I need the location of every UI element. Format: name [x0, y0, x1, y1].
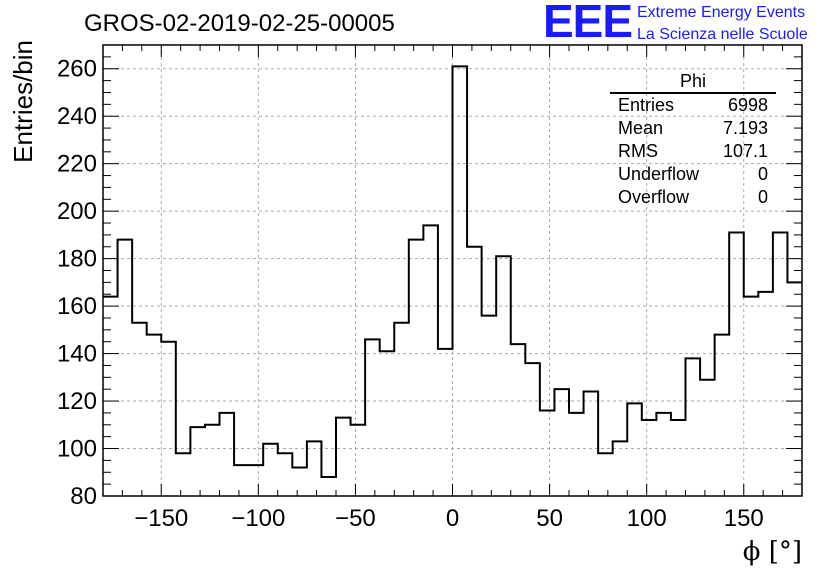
- x-tick-label: 100: [627, 505, 667, 532]
- x-tick-label: 0: [446, 505, 459, 532]
- stats-row-rms: RMS 107.1: [610, 140, 776, 163]
- y-tick-label: 120: [57, 388, 97, 415]
- stats-row-entries: Entries 6998: [610, 94, 776, 117]
- y-axis-label: Entries/bin: [8, 40, 38, 163]
- y-tick-label: 260: [57, 56, 97, 83]
- y-tick-label: 200: [57, 198, 97, 225]
- y-tick-label: 220: [57, 151, 97, 178]
- y-tick-label: 240: [57, 103, 97, 130]
- x-tick-label: 50: [536, 505, 563, 532]
- y-tick-label: 80: [70, 483, 97, 510]
- brand-line-2: La Scienza nelle Scuole: [637, 26, 808, 43]
- x-tick-label: 150: [724, 505, 764, 532]
- stats-label: Underflow: [618, 164, 700, 184]
- stats-value: 107.1: [722, 141, 768, 161]
- stats-box: Phi Entries 6998 Mean 7.193 RMS 107.1 Un…: [610, 70, 776, 209]
- y-tick-label: 140: [57, 341, 97, 368]
- stats-value: 7.193: [722, 118, 768, 138]
- y-tick-label: 180: [57, 246, 97, 273]
- stats-label: Mean: [618, 118, 664, 138]
- brand-line-1: Extreme Energy Events: [637, 4, 806, 21]
- stats-value: 6998: [727, 95, 768, 115]
- stats-label: Overflow: [618, 187, 690, 207]
- x-axis-label: ϕ [°]: [743, 537, 802, 567]
- stats-label: RMS: [618, 141, 658, 161]
- stats-row-overflow: Overflow 0: [610, 186, 776, 209]
- stats-row-mean: Mean 7.193: [610, 117, 776, 140]
- chart-title: GROS-02-2019-02-25-00005: [84, 10, 395, 37]
- eee-logo: EEE: [543, 0, 633, 47]
- histogram-line: [103, 65, 802, 479]
- x-tick-label: −150: [134, 505, 188, 532]
- x-tick-label: −100: [231, 505, 285, 532]
- stats-label: Entries: [618, 95, 675, 115]
- stats-value: 0: [757, 164, 768, 184]
- stats-value: 0: [757, 187, 768, 207]
- x-tick-label: −50: [335, 505, 376, 532]
- y-tick-label: 100: [57, 436, 97, 463]
- y-tick-label: 160: [57, 293, 97, 320]
- stats-title: Phi: [610, 70, 776, 94]
- stats-row-underflow: Underflow 0: [610, 163, 776, 186]
